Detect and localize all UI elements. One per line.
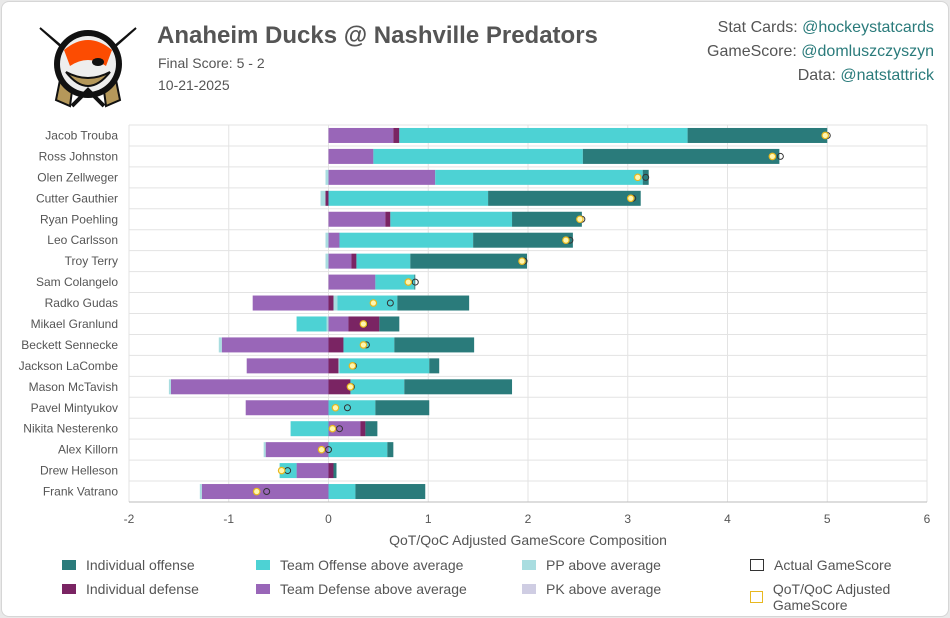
legend-item-individual-defense: Individual defense: [62, 581, 199, 597]
credit-link[interactable]: @hockeystatcards: [802, 19, 934, 36]
final-score: Final Score: 5 - 2: [158, 55, 265, 71]
legend-swatch: [256, 560, 270, 570]
legend-item-pk: PK above average: [522, 581, 661, 597]
legend-item-pp: PP above average: [522, 557, 661, 573]
legend-label: Individual defense: [86, 581, 199, 597]
credit-gamescore: GameScore: @domluszczyszyn: [707, 43, 934, 61]
legend-swatch: [522, 560, 536, 570]
credit-label: GameScore:: [707, 43, 802, 60]
legend-label: Team Offense above average: [280, 557, 464, 573]
legend-swatch: [62, 560, 76, 570]
credit-data: Data: @natstattrick: [798, 67, 934, 85]
legend-label: PK above average: [546, 581, 662, 597]
legend-item-individual-offense: Individual offense: [62, 557, 195, 573]
legend-item-team-defense: Team Defense above average: [256, 581, 467, 597]
legend-swatch: [522, 584, 536, 594]
legend-swatch: [256, 584, 270, 594]
credit-label: Stat Cards:: [717, 19, 803, 36]
legend-item-adjusted: QoT/QoC Adjusted GameScore: [750, 581, 950, 613]
legend-swatch: [750, 591, 763, 603]
legend-item-team-offense: Team Offense above average: [256, 557, 463, 573]
legend-label: Individual offense: [86, 557, 195, 573]
credit-link[interactable]: @domluszczyszyn: [801, 43, 934, 60]
credit-link[interactable]: @natstattrick: [840, 67, 934, 84]
legend-item-actual: Actual GameScore: [750, 557, 892, 573]
game-title: Anaheim Ducks @ Nashville Predators: [157, 22, 598, 49]
legend-label: PP above average: [546, 557, 661, 573]
legend-label: Team Defense above average: [280, 581, 467, 597]
game-date: 10-21-2025: [158, 77, 230, 93]
legend-swatch: [750, 559, 764, 571]
credit-label: Data:: [797, 67, 841, 84]
legend-label: QoT/QoC Adjusted GameScore: [772, 581, 891, 613]
team-logo: [39, 27, 137, 108]
legend-swatch: [62, 584, 76, 594]
credit-stat-cards: Stat Cards: @hockeystatcards: [718, 19, 934, 37]
legend-label: Actual GameScore: [774, 557, 892, 573]
